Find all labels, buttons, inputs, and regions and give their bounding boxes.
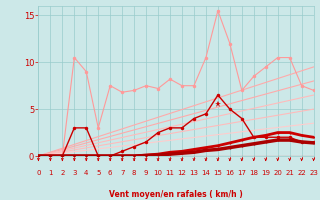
X-axis label: Vent moyen/en rafales ( km/h ): Vent moyen/en rafales ( km/h )	[109, 190, 243, 199]
